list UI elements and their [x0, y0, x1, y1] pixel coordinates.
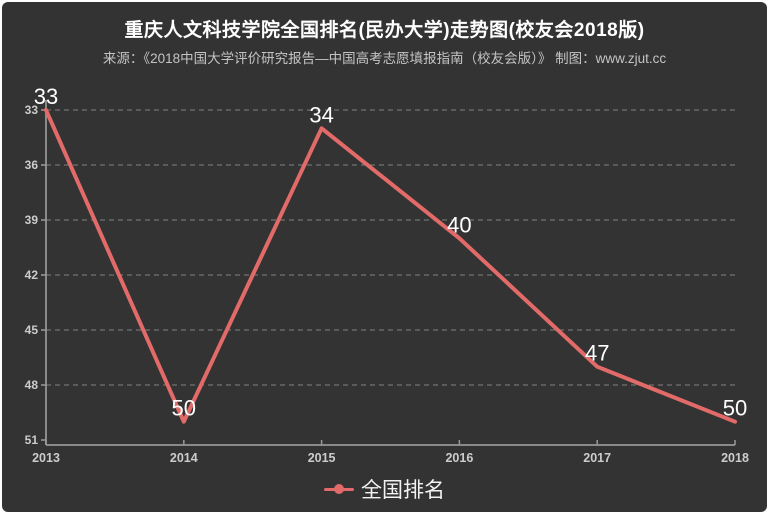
y-tick-label: 48 — [25, 378, 39, 392]
legend-line-dot-icon — [324, 482, 354, 496]
x-tick-label: 2013 — [32, 451, 60, 465]
y-tick-label: 36 — [25, 158, 39, 172]
series-line-national-ranking — [44, 108, 737, 424]
x-tick-label: 2017 — [583, 451, 611, 465]
x-tick-label: 2015 — [308, 451, 336, 465]
y-tick-label: 33 — [25, 103, 39, 117]
ranking-line-chart: 33 36 39 42 45 48 51 2013 2014 2015 2016 2017 2018 33… — [25, 84, 749, 465]
y-tick-label: 39 — [25, 213, 39, 227]
y-tick-label: 45 — [25, 323, 39, 337]
data-label: 50 — [723, 396, 747, 421]
y-tick-label: 42 — [25, 268, 39, 282]
y-tick-label: 51 — [25, 433, 39, 447]
legend-item-national-ranking[interactable]: 全国排名 — [2, 474, 767, 504]
data-label: 40 — [447, 212, 471, 237]
chart-title: 重庆人文科技学院全国排名(民办大学)走势图(校友会2018版) — [124, 20, 645, 41]
data-label: 47 — [585, 341, 609, 366]
x-tick-label: 2016 — [445, 451, 473, 465]
legend-label: 全国排名 — [361, 479, 445, 502]
data-label: 33 — [34, 84, 58, 109]
x-tick-label: 2018 — [721, 451, 749, 465]
chart-source-caption: 来源：《2018中国大学评价研究报告—中国高考志愿填报指南（校友会版）》 制图：… — [102, 51, 667, 66]
data-label: 34 — [309, 102, 333, 127]
x-tick-label: 2014 — [170, 451, 198, 465]
data-label: 50 — [172, 396, 196, 421]
